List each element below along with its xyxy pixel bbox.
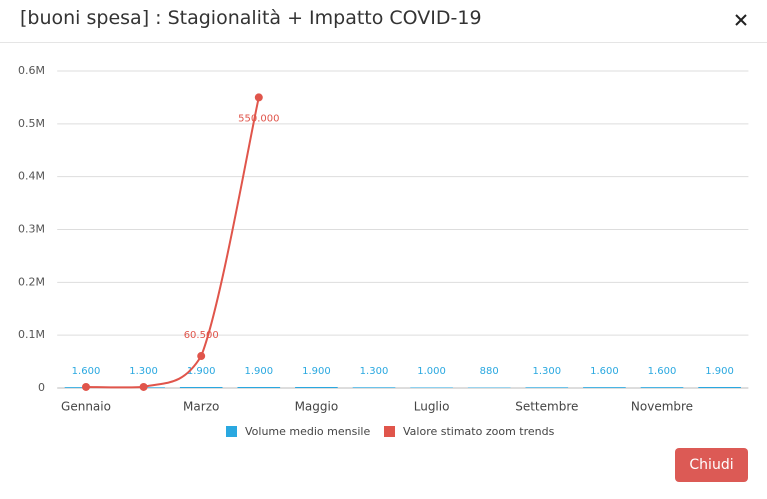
legend-label: Valore stimato zoom trends [403, 425, 555, 438]
bar-value-label: 1.900 [244, 366, 273, 377]
y-tick-label: 0.1M [18, 328, 45, 341]
bar-value-label: 1.300 [129, 366, 158, 377]
legend-label: Volume medio mensile [245, 425, 370, 438]
x-tick-label: Novembre [631, 400, 693, 414]
bar [410, 387, 453, 388]
bar [179, 386, 223, 388]
y-tick-label: 0.4M [18, 170, 45, 183]
line [85, 97, 260, 389]
y-tick-label: 0 [38, 381, 45, 394]
x-tick-label: Maggio [295, 400, 339, 414]
bar-value-label: 1.600 [590, 366, 619, 377]
x-tick-label: Settembre [515, 400, 578, 414]
bar-value-label: 1.000 [417, 366, 446, 377]
bar-value-label: 1.900 [302, 366, 331, 377]
x-tick-label: Gennaio [61, 400, 111, 414]
header-divider [0, 42, 767, 43]
bar [640, 387, 684, 388]
line-point [82, 382, 90, 391]
bar-value-label: 1.900 [187, 366, 216, 377]
bar [525, 387, 569, 388]
x-tick-label: Marzo [183, 400, 219, 414]
bar-value-label: 1.900 [705, 366, 734, 377]
bar-value-label: 1.300 [360, 366, 389, 377]
line-point [197, 352, 206, 361]
legend-swatch [384, 426, 395, 437]
close-dialog-button[interactable]: Chiudi [675, 448, 748, 482]
line-point [139, 382, 148, 391]
legend-swatch [226, 426, 237, 437]
close-button[interactable] [734, 13, 748, 27]
chart: 0 0.1M 0.2M 0.3M 0.4M 0.5M 0.6M Gennaio Marzo Mag… [18, 64, 749, 438]
bar-value-label: 1.600 [648, 366, 677, 377]
x-tick-label: Luglio [414, 400, 450, 414]
bar-value-label: 1.600 [72, 366, 101, 377]
bar-value-label: 880 [480, 366, 499, 377]
bar-value-label: 1.300 [532, 366, 561, 377]
y-tick-label: 0.2M [18, 275, 45, 288]
line-value-label: 60.500 [184, 330, 219, 341]
dialog-title: [buoni spesa] : Stagionalità + Impatto C… [20, 7, 482, 29]
bar [352, 387, 396, 388]
bar [295, 386, 338, 388]
bar [698, 386, 741, 388]
bar [583, 387, 626, 388]
bar [237, 386, 281, 388]
line-value-label: 550.000 [238, 113, 279, 124]
y-tick-label: 0.6M [18, 64, 45, 77]
y-tick-label: 0.5M [18, 117, 45, 130]
y-tick-label: 0.3M [18, 223, 45, 236]
line-point [254, 93, 263, 102]
